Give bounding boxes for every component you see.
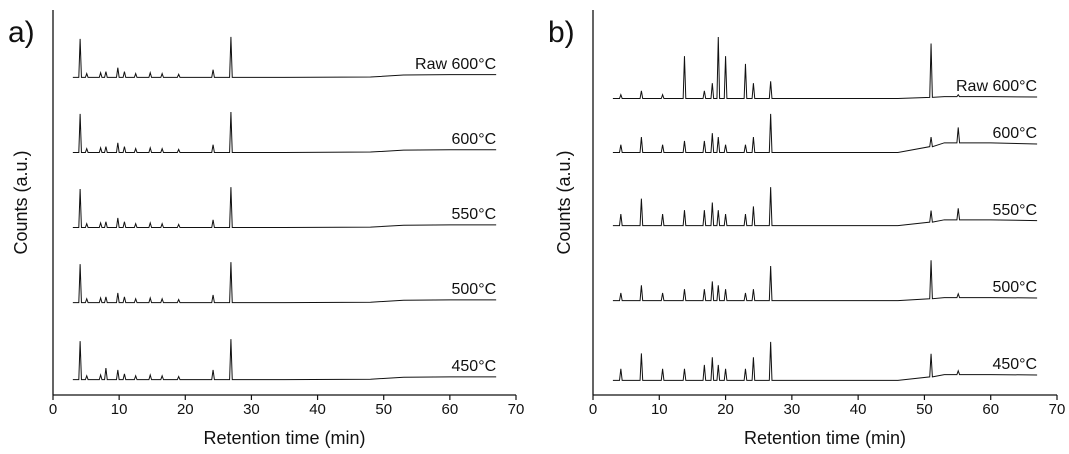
series-label: 450°C [452, 358, 497, 375]
trace [72, 36, 497, 78]
series-label: Raw 600°C [415, 56, 496, 73]
x-tick-label: 0 [49, 401, 57, 418]
x-tick-label: 20 [717, 401, 734, 418]
series-label: 500°C [992, 279, 1037, 296]
trace [72, 187, 497, 229]
series-label: 550°C [992, 202, 1037, 219]
trace [612, 260, 1038, 302]
x-tick-label: 50 [375, 401, 392, 418]
x-tick-label: 60 [442, 401, 459, 418]
x-tick-label: 20 [177, 401, 194, 418]
series-label: Raw 600°C [956, 78, 1037, 95]
trace [612, 341, 1038, 381]
x-tick-label: 70 [508, 401, 525, 418]
trace [72, 262, 497, 304]
series-label: 600°C [992, 125, 1037, 142]
x-tick-label: 10 [651, 401, 668, 418]
series-label: 500°C [452, 281, 497, 298]
x-tick-label: 70 [1049, 401, 1066, 418]
x-axis-label: Retention time (min) [744, 428, 906, 448]
series-label: 450°C [992, 356, 1037, 373]
x-tick-label: 40 [309, 401, 326, 418]
trace [72, 339, 497, 381]
x-tick-label: 30 [784, 401, 801, 418]
trace [72, 112, 497, 153]
x-tick-label: 60 [982, 401, 999, 418]
x-tick-label: 10 [111, 401, 128, 418]
x-tick-label: 50 [916, 401, 933, 418]
trace [612, 36, 1038, 100]
trace [612, 113, 1038, 153]
y-axis-label: Counts (a.u.) [554, 150, 574, 254]
x-axis-label: Retention time (min) [203, 428, 365, 448]
series-label: 600°C [452, 131, 497, 148]
x-tick-label: 0 [589, 401, 597, 418]
series-label: 550°C [452, 206, 497, 223]
x-tick-label: 30 [243, 401, 260, 418]
y-axis-label: Counts (a.u.) [11, 150, 31, 254]
panel-label: a) [8, 16, 35, 49]
x-tick-label: 40 [850, 401, 867, 418]
panel-label: b) [548, 16, 575, 49]
trace [612, 187, 1038, 227]
